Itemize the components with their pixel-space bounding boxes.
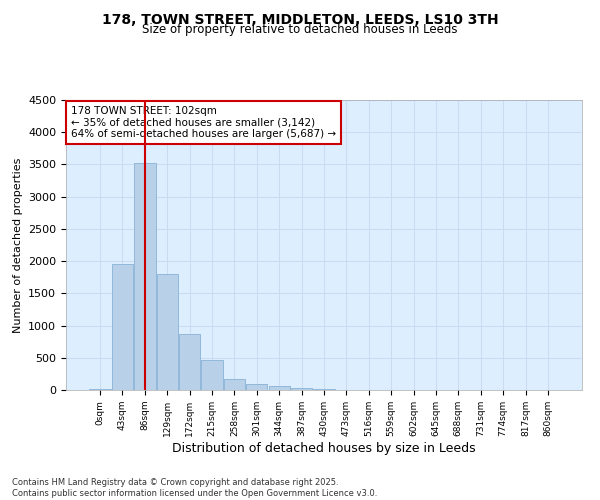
- Text: Size of property relative to detached houses in Leeds: Size of property relative to detached ho…: [142, 22, 458, 36]
- Bar: [89, 388, 111, 390]
- Y-axis label: Number of detached properties: Number of detached properties: [13, 158, 23, 332]
- Text: 178 TOWN STREET: 102sqm
← 35% of detached houses are smaller (3,142)
64% of semi: 178 TOWN STREET: 102sqm ← 35% of detache…: [71, 106, 336, 139]
- Bar: [269, 386, 290, 390]
- Bar: [134, 162, 155, 390]
- Bar: [291, 388, 312, 390]
- Bar: [246, 384, 268, 390]
- Bar: [112, 264, 133, 390]
- Bar: [157, 274, 178, 390]
- Bar: [179, 334, 200, 390]
- Bar: [313, 389, 335, 390]
- Text: 178, TOWN STREET, MIDDLETON, LEEDS, LS10 3TH: 178, TOWN STREET, MIDDLETON, LEEDS, LS10…: [101, 12, 499, 26]
- Bar: [224, 378, 245, 390]
- Bar: [202, 360, 223, 390]
- X-axis label: Distribution of detached houses by size in Leeds: Distribution of detached houses by size …: [172, 442, 476, 454]
- Text: Contains HM Land Registry data © Crown copyright and database right 2025.
Contai: Contains HM Land Registry data © Crown c…: [12, 478, 377, 498]
